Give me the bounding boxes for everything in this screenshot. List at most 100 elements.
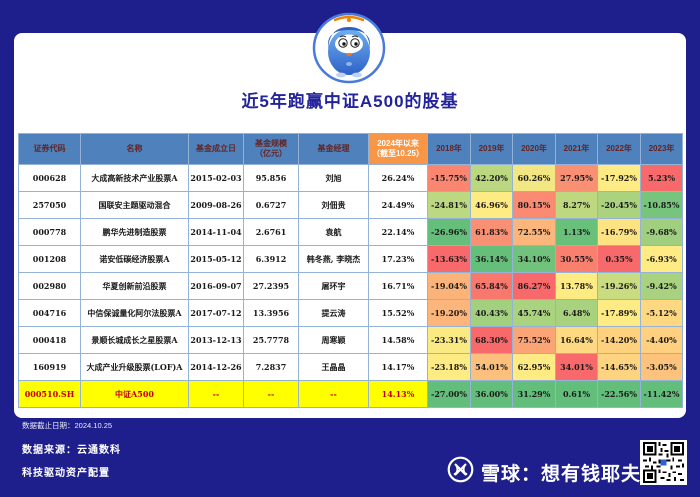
cell-year-2019: 68.30% [470, 326, 513, 354]
cell-year-2020: 86.27% [512, 272, 556, 300]
cell-ytd: 16.71% [368, 272, 428, 300]
cell-ytd: 14.13% [368, 380, 428, 408]
col-header-1: 名称 [80, 133, 189, 165]
cell-year-2020: 75.52% [512, 326, 556, 354]
cell-size: 27.2395 [243, 272, 299, 300]
cell-year-2019: 42.20% [470, 164, 513, 192]
cell-date: 2016-09-07 [188, 272, 244, 300]
benchmark-row: 000510.SH 中证A500 -- -- -- 14.13% -27.00% 36.00%… [18, 380, 683, 408]
cell-year-2021: 27.95% [555, 164, 598, 192]
cell-size: 2.6761 [243, 218, 299, 246]
cell-year-2019: 36.00% [470, 380, 513, 408]
col-header-9: 2021年 [555, 133, 598, 165]
cell-ytd: 24.49% [368, 191, 428, 219]
cell-manager: 提云涛 [298, 299, 369, 327]
cell-year-2022: -14.65% [597, 353, 641, 381]
content-panel: 近5年跑赢中证A500的股基 证券代码 名称 基金成立日 基金规模 （亿元） 基金经理 2… [14, 33, 686, 418]
cell-code: 000510.SH [18, 380, 81, 408]
fund-row: 257050 国联安主题驱动混合 2009-08-26 0.6727 刘佃贵 24.49%… [18, 191, 683, 219]
brand-name: 雪球：想有钱耶夫 [481, 463, 642, 485]
fund-row: 000418 景顺长城成长之星股票A 2013-12-13 25.7778 周寒颖 14.… [18, 326, 683, 354]
cell-year-2020: 72.55% [512, 218, 556, 246]
col-header-5: 2024年以来 （截至10.25） [368, 133, 428, 165]
page-title: 近5年跑赢中证A500的股基 [241, 92, 459, 111]
cell-manager: -- [298, 380, 369, 408]
col-header-3: 基金规模 （亿元） [243, 133, 299, 165]
cell-year-2023: -11.42% [640, 380, 683, 408]
cell-year-2019: 54.01% [470, 353, 513, 381]
cell-date: -- [188, 380, 244, 408]
cell-year-2018: -26.96% [427, 218, 471, 246]
cell-code: 004716 [18, 299, 81, 327]
cell-year-2022: -19.26% [597, 272, 641, 300]
cell-year-2020: 62.95% [512, 353, 556, 381]
cell-size: 7.2837 [243, 353, 299, 381]
cell-year-2022: 0.35% [597, 245, 641, 273]
cell-year-2023: -3.05% [640, 353, 683, 381]
cell-ytd: 14.17% [368, 353, 428, 381]
cell-manager: 周寒颖 [298, 326, 369, 354]
fund-row: 004716 中信保诚量化阿尔法股票A 2017-07-12 13.3956 提云涛 15… [18, 299, 683, 327]
cell-year-2018: -13.63% [427, 245, 471, 273]
cell-ytd: 15.52% [368, 299, 428, 327]
cell-code: 001208 [18, 245, 81, 273]
cell-year-2018: -19.04% [427, 272, 471, 300]
xueqiu-logo-icon [446, 455, 475, 489]
cell-year-2018: -27.00% [427, 380, 471, 408]
cell-year-2023: -10.85% [640, 191, 683, 219]
cell-date: 2015-05-12 [188, 245, 244, 273]
col-header-4: 基金经理 [298, 133, 369, 165]
cell-year-2021: 16.64% [555, 326, 598, 354]
cell-year-2022: -14.20% [597, 326, 641, 354]
cell-year-2021: 1.13% [555, 218, 598, 246]
cell-name: 景顺长城成长之星股票A [80, 326, 189, 354]
cell-date: 2014-11-04 [188, 218, 244, 246]
cell-size: 6.3912 [243, 245, 299, 273]
cell-year-2023: -4.40% [640, 326, 683, 354]
cell-year-2022: -16.79% [597, 218, 641, 246]
col-header-10: 2022年 [597, 133, 641, 165]
cell-manager: 刘佃贵 [298, 191, 369, 219]
cell-year-2023: -9.42% [640, 272, 683, 300]
cell-code: 257050 [18, 191, 81, 219]
col-header-8: 2020年 [512, 133, 556, 165]
cell-year-2018: -23.18% [427, 353, 471, 381]
cell-manager: 王晶晶 [298, 353, 369, 381]
cell-year-2021: 8.27% [555, 191, 598, 219]
cell-name: 鹏华先进制造股票 [80, 218, 189, 246]
cell-year-2021: 0.61% [555, 380, 598, 408]
cell-year-2023: -9.68% [640, 218, 683, 246]
cell-ytd: 17.23% [368, 245, 428, 273]
cell-size: 25.7778 [243, 326, 299, 354]
col-header-11: 2023年 [640, 133, 683, 165]
cell-year-2022: -17.92% [597, 164, 641, 192]
cell-year-2020: 34.10% [512, 245, 556, 273]
cell-year-2018: -24.81% [427, 191, 471, 219]
cell-name: 大成高新技术产业股票A [80, 164, 189, 192]
cell-manager: 刘旭 [298, 164, 369, 192]
cell-manager: 韩冬燕, 李晓杰 [298, 245, 369, 273]
cell-name: 中证A500 [80, 380, 189, 408]
cell-name: 国联安主题驱动混合 [80, 191, 189, 219]
cell-size: -- [243, 380, 299, 408]
cell-year-2018: -23.31% [427, 326, 471, 354]
cell-ytd: 26.24% [368, 164, 428, 192]
slogan: 科技驱动资产配置 [22, 468, 110, 479]
cell-year-2019: 61.83% [470, 218, 513, 246]
brand-lockup: 雪球：想有钱耶夫 [446, 455, 641, 489]
cell-size: 0.6727 [243, 191, 299, 219]
data-source: 数据来源：云通数科 [22, 445, 121, 456]
fund-returns-table: 证券代码 名称 基金成立日 基金规模 （亿元） 基金经理 2024年以来 （截至10.25… [18, 133, 683, 408]
cell-ytd: 22.14% [368, 218, 428, 246]
cell-date: 2015-02-03 [188, 164, 244, 192]
cell-date: 2009-08-26 [188, 191, 244, 219]
data-cutoff-note: 数据截止日期：2024.10.25 [22, 421, 113, 430]
cell-manager: 袁航 [298, 218, 369, 246]
cell-year-2019: 65.84% [470, 272, 513, 300]
fund-row: 000628 大成高新技术产业股票A 2015-02-03 95.856 刘旭 26.24… [18, 164, 683, 192]
cell-size: 95.856 [243, 164, 299, 192]
cell-code: 000778 [18, 218, 81, 246]
cell-year-2023: -5.12% [640, 299, 683, 327]
cell-code: 000418 [18, 326, 81, 354]
col-header-7: 2019年 [470, 133, 513, 165]
